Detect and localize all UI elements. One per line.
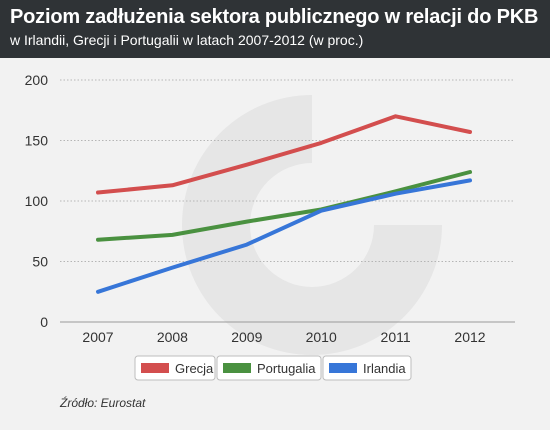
- series-line-irlandia: [96, 178, 472, 294]
- x-tick-label: 2011: [381, 329, 411, 345]
- x-tick-label: 2010: [306, 329, 337, 345]
- x-axis-tick-labels: 2007 2008 2009 2010 2011 2012: [82, 329, 485, 345]
- x-tick-label: 2009: [231, 329, 262, 345]
- y-tick-label: 100: [25, 193, 49, 209]
- grid-layer: [60, 79, 515, 323]
- series-layer: [96, 114, 472, 294]
- legend: Grecja Portugalia Irlandia: [134, 355, 412, 381]
- y-tick-label: 150: [25, 133, 49, 149]
- y-tick-label: 50: [32, 254, 48, 270]
- legend-label: Grecja: [175, 361, 214, 376]
- legend-swatch: [329, 363, 357, 373]
- legend-box: [134, 355, 216, 381]
- series-line-grecja: [96, 114, 472, 195]
- legend-item-grecja: Grecja: [134, 355, 216, 381]
- legend-swatch: [141, 363, 169, 373]
- chart-title: Poziom zadłużenia sektora publicznego w …: [10, 6, 539, 28]
- legend-item-irlandia: Irlandia: [322, 355, 412, 381]
- series-line-portugalia: [96, 170, 472, 242]
- y-tick-label: 200: [25, 72, 49, 88]
- y-tick-label: 0: [40, 314, 48, 330]
- legend-item-portugalia: Portugalia: [216, 355, 322, 381]
- watermark-logo: [182, 95, 452, 355]
- legend-label: Portugalia: [257, 361, 316, 376]
- legend-label: Irlandia: [363, 361, 406, 376]
- x-tick-label: 2008: [157, 329, 188, 345]
- y-axis-tick-labels: 0 50 100 150 200: [25, 72, 49, 330]
- line-chart: 0 50 100 150 200 2007 2008 2009 2010 2011 2012 Gr…: [25, 72, 515, 381]
- legend-box: [322, 355, 412, 381]
- chart-header: Poziom zadłużenia sektora publicznego w …: [0, 0, 550, 58]
- legend-box: [216, 355, 322, 381]
- x-tick-label: 2012: [454, 329, 485, 345]
- legend-swatch: [223, 363, 251, 373]
- chart-subtitle: w Irlandii, Grecji i Portugalii w latach…: [10, 32, 364, 48]
- x-tick-label: 2007: [82, 329, 113, 345]
- source-note: Źródło: Eurostat: [60, 396, 146, 410]
